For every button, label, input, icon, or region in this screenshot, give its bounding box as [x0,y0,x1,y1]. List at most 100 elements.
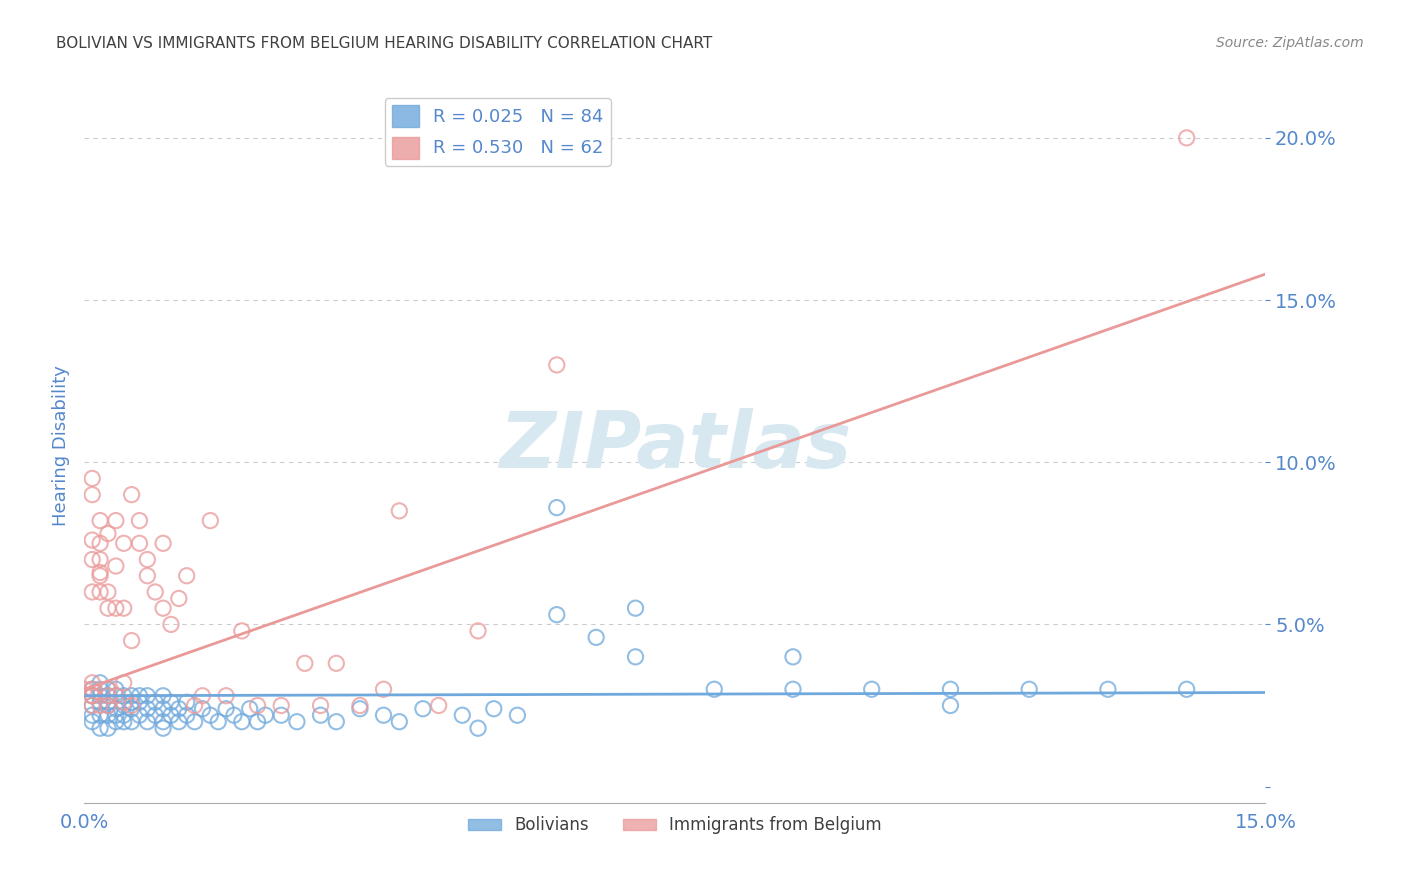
Point [191,702,214,716]
Point [546,607,568,622]
Point [215,689,238,703]
Point [104,682,127,697]
Point [215,702,238,716]
Point [388,504,411,518]
Point [285,714,308,729]
Point [143,708,166,723]
Point [112,708,135,723]
Point [585,631,607,645]
Point [388,714,411,729]
Point [136,568,159,582]
Point [112,675,135,690]
Point [82,708,104,723]
Point [121,488,143,502]
Point [506,708,529,723]
Point [183,714,205,729]
Point [1018,682,1040,697]
Point [104,689,127,703]
Point [152,721,174,735]
Point [97,585,120,599]
Point [349,702,371,716]
Point [82,698,104,713]
Point [309,698,332,713]
Point [546,500,568,515]
Point [89,536,111,550]
Point [143,585,166,599]
Point [128,708,150,723]
Point [82,585,104,599]
Point [121,633,143,648]
Point [482,702,505,716]
Point [82,714,104,729]
Point [254,708,277,723]
Point [89,682,111,697]
Point [152,536,174,550]
Point [939,682,962,697]
Point [467,624,489,638]
Point [860,682,883,697]
Point [112,536,135,550]
Point [97,526,120,541]
Point [294,657,316,671]
Legend: Bolivians, Immigrants from Belgium: Bolivians, Immigrants from Belgium [461,810,889,841]
Point [104,689,127,703]
Point [412,702,434,716]
Point [191,689,214,703]
Point [167,591,190,606]
Point [136,689,159,703]
Point [309,708,332,723]
Point [1097,682,1119,697]
Point [121,698,143,713]
Point [89,708,111,723]
Point [82,488,104,502]
Point [325,657,347,671]
Point [349,698,371,713]
Point [97,689,120,703]
Point [89,552,111,566]
Point [89,585,111,599]
Point [82,675,104,690]
Point [121,689,143,703]
Point [624,601,647,615]
Text: ZIPatlas: ZIPatlas [499,408,851,484]
Point [89,514,111,528]
Point [97,698,120,713]
Point [82,698,104,713]
Point [160,617,183,632]
Point [128,689,150,703]
Point [1175,131,1198,145]
Point [782,649,804,664]
Point [104,559,127,574]
Point [270,708,292,723]
Point [703,682,725,697]
Point [121,702,143,716]
Point [183,698,205,713]
Point [451,708,474,723]
Point [82,533,104,547]
Point [97,698,120,713]
Point [200,708,222,723]
Point [128,536,150,550]
Point [97,708,120,723]
Point [89,566,111,580]
Point [104,708,127,723]
Point [239,702,262,716]
Point [121,714,143,729]
Point [89,675,111,690]
Point [97,682,120,697]
Point [160,695,183,709]
Point [128,695,150,709]
Point [167,714,190,729]
Point [222,708,245,723]
Point [373,708,395,723]
Point [112,695,135,709]
Point [152,689,174,703]
Point [82,689,104,703]
Point [82,471,104,485]
Point [270,698,292,713]
Point [112,698,135,713]
Point [82,552,104,566]
Point [112,601,135,615]
Point [89,721,111,735]
Point [97,695,120,709]
